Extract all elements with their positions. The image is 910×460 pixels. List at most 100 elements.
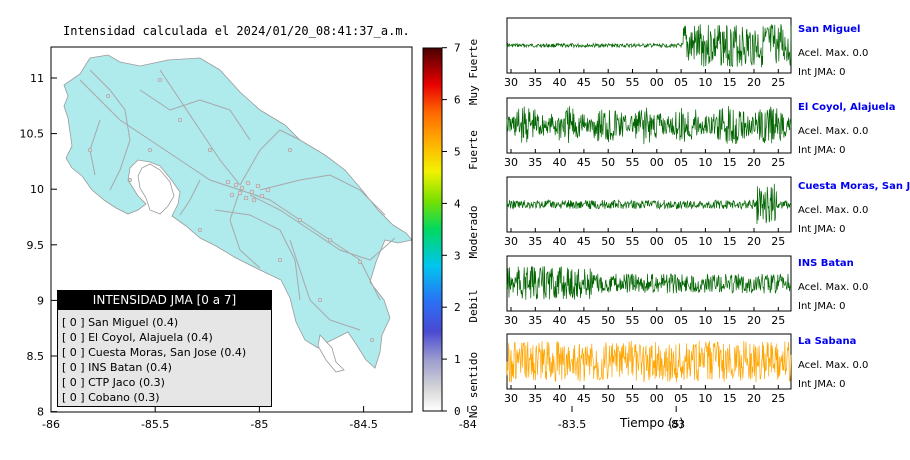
- station-stats: Acel. Max. 0.0 Int JMA: 0: [798, 356, 910, 394]
- waveform-x-tick-label: 40: [553, 314, 567, 327]
- acel-max: Acel. Max. 0.0: [798, 48, 869, 59]
- map-x-tick-label: -83.5: [558, 418, 586, 431]
- legend-item: [ 0 ] El Coyol, Alajuela (0.4): [62, 331, 213, 344]
- waveform-x-tick-label: 10: [698, 76, 712, 89]
- map-y-tick-label: 8: [37, 406, 44, 419]
- waveform-x-tick-label: 00: [650, 314, 664, 327]
- waveform-x-tick-label: 40: [553, 76, 567, 89]
- waveform-x-tick-label: 00: [650, 235, 664, 248]
- station-info-san-miguel: San Miguel Acel. Max. 0.0 Int JMA: 0: [798, 24, 910, 82]
- station-name: San Miguel: [798, 24, 861, 35]
- station-info-ins-batan: INS Batan Acel. Max. 0.0 Int JMA: 0: [798, 258, 910, 316]
- waveform-x-tick-label: 45: [577, 76, 591, 89]
- waveform-trace: [506, 106, 792, 145]
- waveform-x-tick-label: 15: [723, 76, 737, 89]
- waveform-x-tick-label: 30: [504, 235, 518, 248]
- map-y-tick-label: 10: [30, 183, 44, 196]
- waveform-x-tick-label: 50: [601, 76, 615, 89]
- station-info-la-sabana: La Sabana Acel. Max. 0.0 Int JMA: 0: [798, 336, 910, 394]
- waveform-x-tick-label: 05: [674, 235, 688, 248]
- waveform-x-tick-label: 45: [577, 235, 591, 248]
- legend-item: [ 0 ] San Miguel (0.4): [62, 316, 179, 329]
- scale-category-label: Moderado: [467, 206, 480, 259]
- scale-tick-label: 2: [454, 301, 461, 314]
- waveform-x-tick-label: 30: [504, 392, 518, 405]
- waveform-x-tick-label: 25: [771, 235, 785, 248]
- station-name: INS Batan: [798, 258, 854, 269]
- scale-tick-label: 1: [454, 353, 461, 366]
- golfo-dulce: [317, 334, 345, 373]
- station-name: La Sabana: [798, 336, 857, 347]
- scale-category-label: Debil: [467, 289, 480, 322]
- waveform-trace: [506, 340, 792, 383]
- acel-max: Acel. Max. 0.0: [798, 360, 869, 371]
- waveform-x-tick-label: 20: [747, 314, 761, 327]
- int-jma: Int JMA: 0: [798, 379, 846, 390]
- waveform-x-tick-label: 45: [577, 156, 591, 169]
- map-frame: [50, 46, 413, 413]
- waveform-x-tick-label: 35: [528, 156, 542, 169]
- waveform-x-tick-label: 25: [771, 392, 785, 405]
- waveform-x-tick-label: 30: [504, 314, 518, 327]
- legend-item: [ 0 ] Cobano (0.3): [62, 391, 160, 404]
- waveform-x-tick-label: 30: [504, 156, 518, 169]
- map-x-tick-label: -86: [42, 418, 60, 431]
- road-network: [79, 69, 396, 331]
- scale-category-label: Fuerte: [467, 130, 480, 170]
- waveform-x-tick-label: 45: [577, 392, 591, 405]
- waveform-x-tick-label: 15: [723, 156, 737, 169]
- station-stats: Acel. Max. 0.0 Int JMA: 0: [798, 44, 910, 82]
- waveform-x-tick-label: 15: [723, 235, 737, 248]
- waveform-x-tick-label: 10: [698, 156, 712, 169]
- waveform-x-tick-label: 55: [626, 314, 640, 327]
- waveform-x-tick-label: 40: [553, 235, 567, 248]
- waveform-x-tick-label: 00: [650, 392, 664, 405]
- acel-max: Acel. Max. 0.0: [798, 282, 869, 293]
- waveform-x-tick-label: 15: [723, 392, 737, 405]
- station-info-cuesta-moras: Cuesta Moras, San Jose Acel. Max. 0.0 In…: [798, 181, 910, 239]
- scale-category-label: Muy Fuerte: [467, 39, 480, 105]
- waveform-x-tick-label: 05: [674, 314, 688, 327]
- waveform-x-tick-label: 20: [747, 235, 761, 248]
- map-y-tick-label: 11: [30, 72, 44, 85]
- waveform-panel: 30 35 40 45 50 55 00 05 10 15 20 25: [504, 97, 792, 169]
- waveform-x-tick-label: 10: [698, 392, 712, 405]
- waveform-x-tick-label: 20: [747, 156, 761, 169]
- acel-max: Acel. Max. 0.0: [798, 126, 869, 137]
- nicoya-gulf: [137, 163, 175, 215]
- waveform-trace: [506, 24, 792, 68]
- station-stats: Acel. Max. 0.0 Int JMA: 0: [798, 278, 910, 316]
- waveform-x-tick-label: 05: [674, 156, 688, 169]
- map-x-axis: -86 -85.5 -85 -84.5 -84 -83.5 -83: [42, 406, 685, 431]
- waveform-x-tick-label: 40: [553, 392, 567, 405]
- map-y-axis: 11 10.5 10 9.5 9 8.5 8: [20, 72, 57, 419]
- waveform-x-tick-label: 55: [626, 235, 640, 248]
- int-jma: Int JMA: 0: [798, 224, 846, 235]
- waveform-x-tick-label: 20: [747, 392, 761, 405]
- waveform-x-tick-label: 50: [601, 156, 615, 169]
- legend-title: INTENSIDAD JMA [0 a 7]: [58, 291, 271, 310]
- waveform-x-tick-label: 35: [528, 76, 542, 89]
- waveform-x-tick-label: 40: [553, 156, 567, 169]
- legend-item: [ 0 ] Cuesta Moras, San Jose (0.4): [62, 346, 247, 359]
- waveform-x-tick-label: 25: [771, 156, 785, 169]
- station-stats: Acel. Max. 0.0 Int JMA: 0: [798, 122, 910, 160]
- waveform-x-tick-label: 45: [577, 314, 591, 327]
- waveform-panel: 30 35 40 45 50 55 00 05 10 15 20 25: [504, 333, 792, 405]
- waveform-x-tick-label: 35: [528, 314, 542, 327]
- scale-tick-label: 3: [454, 249, 461, 262]
- legend-item: [ 0 ] INS Batan (0.4): [62, 361, 172, 374]
- map-y-tick-label: 10.5: [20, 128, 45, 141]
- waveform-trace: [506, 265, 792, 300]
- waveform-x-tick-label: 15: [723, 314, 737, 327]
- waveform-x-tick-label: 25: [771, 76, 785, 89]
- waveform-x-tick-label: 10: [698, 314, 712, 327]
- int-jma: Int JMA: 0: [798, 301, 846, 312]
- station-name: Cuesta Moras, San Jose: [798, 181, 910, 192]
- scale-tick-label: 4: [454, 197, 461, 210]
- map-y-tick-label: 9.5: [27, 239, 45, 252]
- int-jma: Int JMA: 0: [798, 67, 846, 78]
- map-title: Intensidad calculada el 2024/01/20_08:41…: [63, 24, 410, 38]
- map-x-tick-label: -84.5: [349, 418, 377, 431]
